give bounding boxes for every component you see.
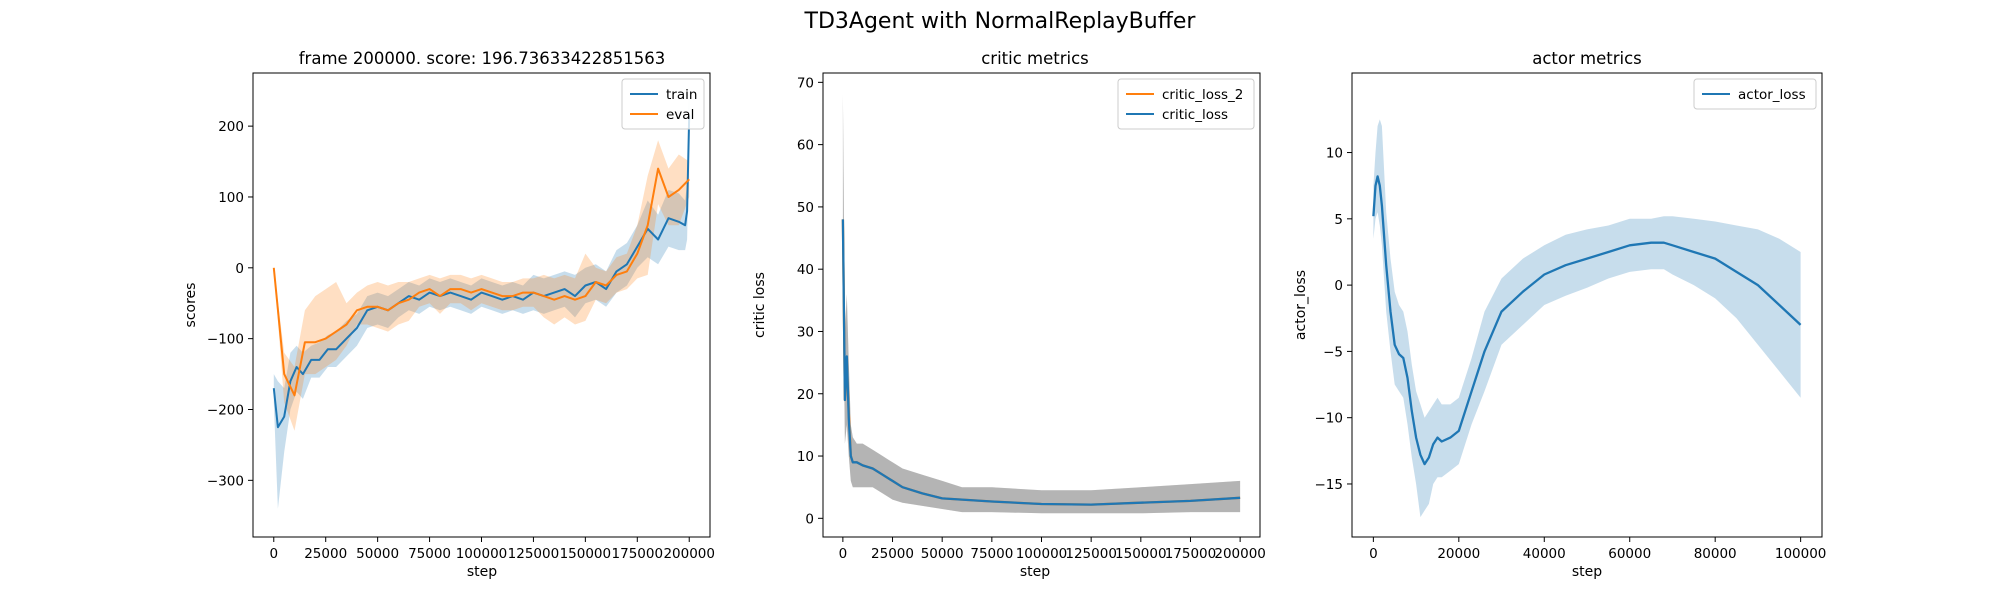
actor-plot-area: [1372, 119, 1802, 518]
actor-legend-label: actor_loss: [1738, 87, 1806, 103]
critic-plot-area: [841, 94, 1241, 514]
critic-y-axis-label: critic loss: [752, 272, 768, 338]
scores-y-tick-label: 200: [218, 119, 244, 135]
scores-legend: train eval: [621, 78, 705, 130]
critic-x-tick-label: 125000: [1065, 546, 1117, 562]
actor-series-line-0: [1372, 175, 1802, 466]
actor-y-tick-label: −15: [1315, 477, 1344, 493]
critic-legend: critic_loss_2 critic_loss: [1117, 78, 1255, 130]
actor-x-tick-label: 60000: [1608, 546, 1651, 562]
critic-x-tick-label: 0: [839, 546, 848, 562]
scores-band-0: [273, 87, 690, 509]
critic-y-tick-label: 30: [797, 324, 814, 340]
actor-legend: actor_loss: [1693, 78, 1817, 110]
scores-x-tick-label: 150000: [560, 546, 612, 562]
scores-x-tick-label: 0: [269, 546, 278, 562]
critic-series-line-0: [841, 219, 1241, 506]
critic-legend-label: critic_loss_2: [1162, 87, 1243, 103]
actor-panel-title: actor metrics: [1532, 49, 1642, 68]
actor-x-tick-label: 40000: [1523, 546, 1566, 562]
critic-y-tick-label: 40: [797, 262, 814, 278]
critic-y-tick-label: 0: [805, 511, 814, 527]
scores-y-tick-label: 100: [218, 190, 244, 206]
scores-plot-area: [272, 87, 691, 509]
scores-x-tick-label: 125000: [508, 546, 560, 562]
actor-x-tick-label: 0: [1369, 546, 1378, 562]
figure-suptitle: TD3Agent with NormalReplayBuffer: [804, 9, 1197, 34]
actor-x-tick-label: 20000: [1437, 546, 1480, 562]
scores-y-tick-label: 0: [235, 261, 244, 277]
actor-x-axis-label: step: [1572, 564, 1602, 580]
critic-x-tick-label: 50000: [921, 546, 964, 562]
scores-y-axis-label: scores: [183, 283, 199, 328]
scores-x-tick-label: 25000: [304, 546, 347, 562]
scores-y-tick-label: −300: [207, 473, 244, 489]
actor-axes-frame: [1351, 72, 1823, 538]
critic-x-tick-label: 150000: [1115, 546, 1167, 562]
scores-x-tick-label: 200000: [663, 546, 715, 562]
critic-y-tick-label: 60: [797, 138, 814, 154]
actor-panel: actor metrics step actor_loss 0 20000 4000…: [1293, 49, 1826, 580]
critic-band-1: [842, 94, 1241, 514]
critic-y-tick-label: 50: [797, 200, 814, 216]
scores-legend-label: train: [666, 87, 697, 103]
critic-legend-label: critic_loss: [1162, 107, 1228, 123]
critic-panel-title: critic metrics: [981, 49, 1089, 68]
scores-band-1: [273, 140, 690, 431]
actor-y-tick-label: −10: [1315, 411, 1344, 427]
actor-x-tick-label: 80000: [1694, 546, 1737, 562]
critic-band-0: [842, 94, 1241, 514]
critic-panel: critic metrics step critic loss 0 25000 50…: [752, 49, 1266, 580]
scores-y-tick-label: −100: [207, 332, 244, 348]
scores-y-tick-label: −200: [207, 402, 244, 418]
scores-x-tick-label: 100000: [456, 546, 508, 562]
critic-x-axis-label: step: [1020, 564, 1050, 580]
actor-y-tick-label: 5: [1334, 212, 1343, 228]
actor-y-tick-label: 10: [1326, 146, 1343, 162]
critic-x-tick-label: 175000: [1165, 546, 1217, 562]
scores-x-tick-label: 75000: [408, 546, 451, 562]
critic-y-tick-label: 10: [797, 449, 814, 465]
actor-y-axis-label: actor_loss: [1293, 270, 1309, 340]
scores-x-tick-label: 175000: [612, 546, 664, 562]
critic-y-tick-label: 20: [797, 387, 814, 403]
scores-panel: frame 200000. score: 196.73633422851563 …: [183, 49, 715, 580]
scores-series-line-1: [272, 167, 690, 397]
critic-x-tick-label: 200000: [1214, 546, 1266, 562]
actor-y-tick-label: −5: [1323, 344, 1343, 360]
critic-x-tick-label: 25000: [871, 546, 914, 562]
critic-y-tick-label: 70: [797, 75, 814, 91]
scores-series-line-0: [272, 115, 691, 429]
critic-legend-box: [1117, 78, 1255, 130]
scores-x-tick-label: 50000: [356, 546, 399, 562]
scores-legend-label: eval: [666, 107, 694, 123]
actor-y-tick-label: 0: [1334, 278, 1343, 294]
actor-band-0: [1373, 119, 1801, 518]
actor-x-tick-label: 100000: [1775, 546, 1827, 562]
critic-x-tick-label: 75000: [970, 546, 1013, 562]
scores-x-axis-label: step: [467, 564, 497, 580]
critic-series-line-1: [841, 219, 1241, 506]
scores-legend-box: [621, 78, 705, 130]
scores-panel-title: frame 200000. score: 196.73633422851563: [299, 49, 666, 68]
critic-x-tick-label: 100000: [1016, 546, 1068, 562]
actor-legend-box: [1693, 78, 1817, 110]
